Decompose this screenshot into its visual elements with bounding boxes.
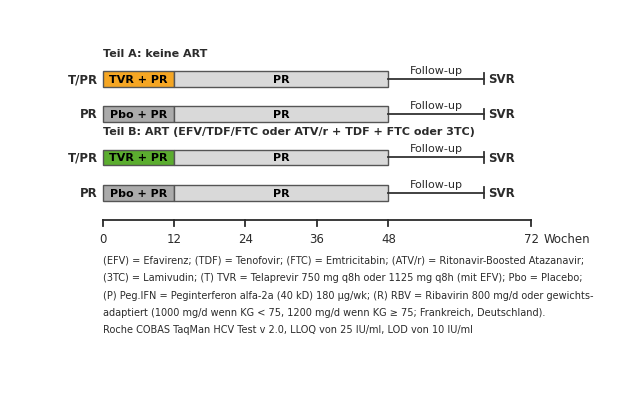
- Text: PR: PR: [273, 75, 290, 85]
- Text: 72: 72: [524, 232, 539, 245]
- Text: Follow-up: Follow-up: [410, 179, 462, 189]
- Text: 0: 0: [99, 232, 106, 245]
- Bar: [103, 185, 174, 201]
- Text: Pbo + PR: Pbo + PR: [110, 188, 167, 198]
- Text: Wochen: Wochen: [543, 232, 590, 245]
- Text: PR: PR: [273, 188, 290, 198]
- Text: TVR + PR: TVR + PR: [109, 75, 168, 85]
- Text: Pbo + PR: Pbo + PR: [110, 110, 167, 119]
- Text: Follow-up: Follow-up: [410, 144, 462, 154]
- Text: TVR + PR: TVR + PR: [109, 153, 168, 163]
- Bar: [103, 107, 174, 123]
- Text: (P) Peg.IFN = Peginterferon alfa-2a (40 kD) 180 μg/wk; (R) RBV = Ribavirin 800 m: (P) Peg.IFN = Peginterferon alfa-2a (40 …: [103, 290, 593, 300]
- Text: Teil A: keine ART: Teil A: keine ART: [103, 49, 207, 58]
- Text: SVR: SVR: [488, 187, 515, 200]
- Text: Follow-up: Follow-up: [410, 66, 462, 75]
- Text: adaptiert (1000 mg/d wenn KG < 75, 1200 mg/d wenn KG ≥ 75; Frankreich, Deutschla: adaptiert (1000 mg/d wenn KG < 75, 1200 …: [103, 307, 545, 317]
- Bar: [174, 150, 388, 166]
- Bar: [103, 150, 174, 166]
- Text: PR: PR: [273, 153, 290, 163]
- Text: (3TC) = Lamivudin; (T) TVR = Telaprevir 750 mg q8h oder 1125 mg q8h (mit EFV); P: (3TC) = Lamivudin; (T) TVR = Telaprevir …: [103, 273, 582, 282]
- Text: Teil B: ART (EFV/TDF/FTC oder ATV/r + TDF + FTC oder 3TC): Teil B: ART (EFV/TDF/FTC oder ATV/r + TD…: [103, 127, 474, 137]
- Bar: [174, 72, 388, 87]
- Text: 12: 12: [166, 232, 181, 245]
- Text: 24: 24: [238, 232, 253, 245]
- Text: Roche COBAS TaqMan HCV Test v 2.0, LLOQ von 25 IU/ml, LOD von 10 IU/ml: Roche COBAS TaqMan HCV Test v 2.0, LLOQ …: [103, 324, 472, 335]
- Text: (EFV) = Efavirenz; (TDF) = Tenofovir; (FTC) = Emtricitabin; (ATV/r) = Ritonavir-: (EFV) = Efavirenz; (TDF) = Tenofovir; (F…: [103, 255, 583, 265]
- Bar: [103, 72, 174, 87]
- Bar: [174, 107, 388, 123]
- Text: SVR: SVR: [488, 151, 515, 164]
- Text: 36: 36: [309, 232, 324, 245]
- Text: Follow-up: Follow-up: [410, 100, 462, 111]
- Text: PR: PR: [80, 108, 98, 121]
- Text: PR: PR: [80, 187, 98, 200]
- Text: SVR: SVR: [488, 73, 515, 86]
- Text: 48: 48: [381, 232, 396, 245]
- Text: PR: PR: [273, 110, 290, 119]
- Bar: [174, 185, 388, 201]
- Text: T/PR: T/PR: [67, 73, 98, 86]
- Text: SVR: SVR: [488, 108, 515, 121]
- Text: T/PR: T/PR: [67, 151, 98, 164]
